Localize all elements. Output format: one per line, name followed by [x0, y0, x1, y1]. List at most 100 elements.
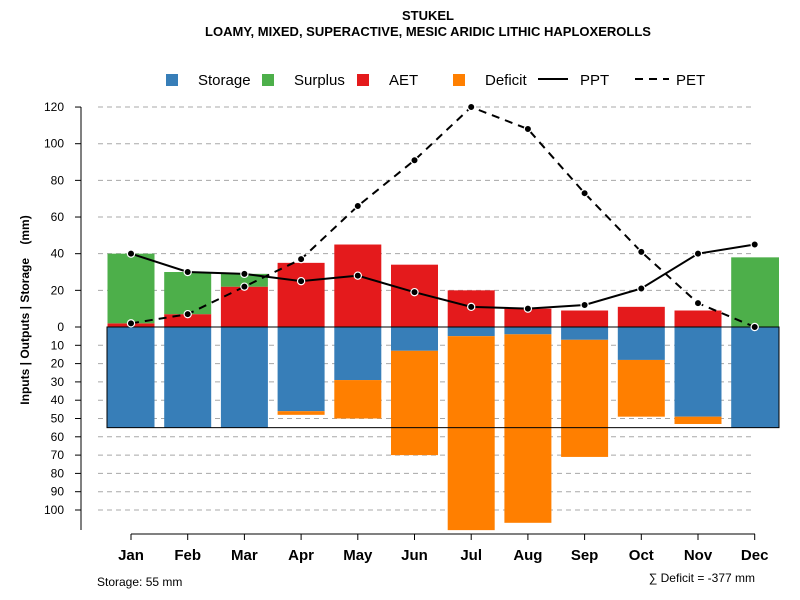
point-ppt-jan — [126, 249, 136, 258]
point-pet-may — [353, 201, 362, 211]
point-ppt-jun — [410, 287, 419, 297]
y-tick-label-lower-80: 80 — [51, 466, 65, 480]
bar-storage-may — [334, 327, 382, 381]
bar-aet-oct — [617, 306, 665, 327]
bar-surplus-dec — [731, 257, 779, 327]
bar-storage-dec — [731, 327, 779, 428]
x-tick-label-dec: Dec — [741, 547, 769, 564]
point-ppt-nov — [693, 249, 703, 258]
point-pet-feb — [183, 309, 192, 319]
legend-label-deficit: Deficit — [485, 72, 528, 89]
y-tick-label-lower-10: 10 — [51, 338, 65, 352]
y-axis: 0 20 40 60 80 100 120 10 20 30 40 50 60 70 80 90 100 — [44, 100, 82, 530]
point-ppt-feb — [183, 267, 192, 277]
bar-storage-jan — [107, 327, 155, 428]
x-tick-label-jun: Jun — [401, 547, 428, 564]
bar-deficit-aug — [504, 334, 552, 523]
bar-storage-sep — [561, 327, 609, 340]
y-tick-label-lower-60: 60 — [51, 430, 65, 444]
legend-swatch-deficit — [453, 74, 465, 86]
bar-deficit-jun — [391, 350, 438, 456]
y-tick-label-upper-120: 120 — [44, 100, 64, 114]
x-tick-label-apr: Apr — [288, 547, 314, 564]
bar-aet-aug — [504, 308, 552, 327]
chart-subtitle: LOAMY, MIXED, SUPERACTIVE, MESIC ARIDIC … — [205, 24, 651, 39]
bar-storage-apr — [277, 327, 325, 412]
x-tick-label-jul: Jul — [460, 547, 482, 564]
bar-aet-apr — [277, 262, 325, 327]
bar-storage-aug — [504, 327, 552, 335]
y-tick-label-upper-40: 40 — [51, 247, 65, 261]
bar-deficit-nov — [674, 416, 722, 424]
bar-deficit-sep — [561, 339, 609, 457]
x-tick-label-may: May — [343, 547, 373, 564]
point-ppt-mar — [240, 269, 249, 279]
bars — [107, 244, 779, 531]
series-lines — [126, 102, 759, 332]
y-tick-label-lower-40: 40 — [51, 393, 65, 407]
bar-storage-jul — [447, 327, 495, 337]
y-tick-label-lower-50: 50 — [51, 412, 65, 426]
bar-deficit-oct — [617, 359, 665, 417]
point-ppt-oct — [637, 284, 646, 293]
bar-storage-jun — [391, 327, 438, 351]
point-pet-jun — [410, 155, 419, 165]
y-tick-label-lower-70: 70 — [51, 448, 65, 462]
x-tick-label-jan: Jan — [118, 547, 144, 564]
chart-title: STUKEL — [402, 8, 454, 23]
bar-aet-may — [334, 244, 382, 327]
x-tick-label-nov: Nov — [684, 547, 713, 564]
point-pet-sep — [580, 188, 589, 198]
y-tick-label-upper-60: 60 — [51, 210, 65, 224]
point-pet-jan — [126, 319, 136, 328]
bar-storage-nov — [674, 327, 722, 417]
bar-storage-mar — [220, 327, 268, 428]
series-line-ppt — [130, 243, 755, 310]
point-pet-nov — [693, 298, 703, 308]
point-ppt-dec — [750, 240, 759, 249]
x-tick-label-mar: Mar — [231, 547, 258, 564]
point-pet-jul — [467, 102, 476, 112]
bar-aet-nov — [674, 310, 722, 327]
y-axis-label: Inputs | Outputs | Storage (mm) — [18, 215, 32, 404]
bar-surplus-jan — [107, 253, 155, 324]
bar-storage-feb — [164, 327, 212, 428]
legend: Storage Surplus AET Deficit PPT PET — [166, 72, 705, 89]
y-tick-label-upper-80: 80 — [51, 173, 65, 187]
point-ppt-sep — [580, 300, 589, 310]
legend-label-aet: AET — [389, 72, 418, 89]
x-tick-label-sep: Sep — [571, 547, 599, 564]
y-tick-label-lower-30: 30 — [51, 375, 65, 389]
bar-aet-sep — [561, 310, 609, 327]
bar-surplus-feb — [164, 272, 212, 315]
point-ppt-jul — [467, 302, 476, 312]
bar-deficit-jul — [447, 336, 495, 531]
legend-label-surplus: Surplus — [294, 72, 345, 89]
point-pet-oct — [637, 247, 646, 257]
bar-storage-oct — [617, 327, 665, 360]
legend-swatch-surplus — [262, 74, 274, 86]
legend-label-pet: PET — [676, 72, 705, 89]
point-pet-mar — [240, 282, 249, 291]
legend-label-ppt: PPT — [580, 72, 609, 89]
legend-swatch-storage — [166, 74, 178, 86]
x-tick-label-aug: Aug — [513, 547, 542, 564]
y-tick-label-lower-100: 100 — [44, 503, 64, 517]
y-tick-label-upper-20: 20 — [51, 283, 65, 297]
bar-surplus-mar — [220, 273, 268, 287]
legend-swatch-aet — [357, 74, 369, 86]
bar-aet-feb — [164, 314, 212, 327]
point-ppt-may — [353, 271, 362, 280]
point-ppt-apr — [296, 276, 306, 286]
x-tick-label-oct: Oct — [629, 547, 654, 564]
footer-storage: Storage: 55 mm — [97, 575, 182, 589]
bar-aet-mar — [220, 286, 268, 327]
point-pet-apr — [296, 254, 306, 264]
bar-deficit-may — [334, 380, 382, 419]
legend-label-storage: Storage — [198, 72, 251, 89]
x-axis: Jan Feb Mar Apr May Jun Jul Aug Sep Oct Nov Dec — [118, 533, 769, 564]
point-pet-dec — [750, 322, 759, 332]
point-pet-aug — [523, 124, 533, 134]
y-tick-label-lower-20: 20 — [51, 357, 65, 371]
